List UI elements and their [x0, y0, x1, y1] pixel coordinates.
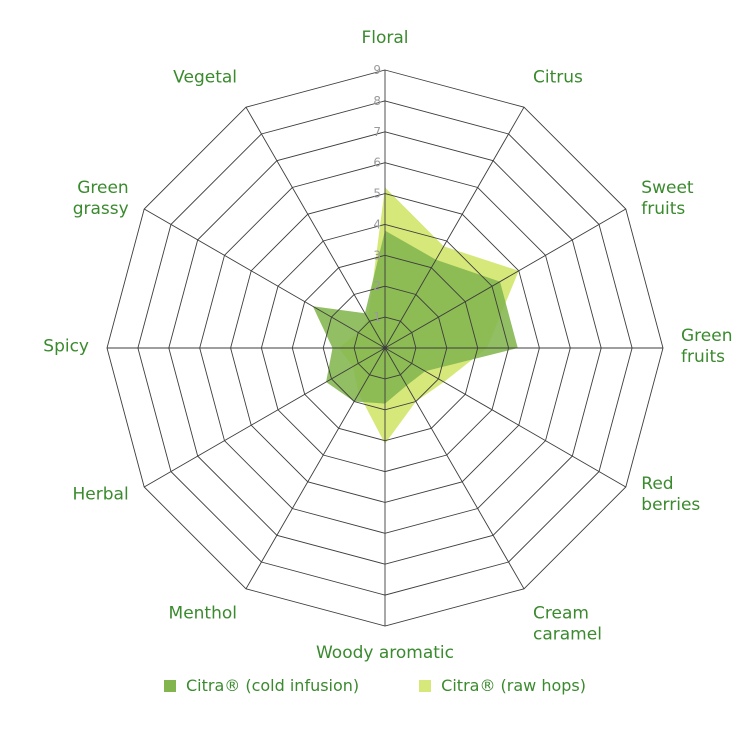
axis-label-citrus: Citrus — [533, 68, 583, 88]
legend-item-cold-infusion: Citra® (cold infusion) — [163, 676, 360, 695]
spoke-cream-caramel — [384, 347, 525, 590]
tick-label-3: 3 — [373, 248, 381, 262]
axis-label-red-berries: Red berries — [641, 474, 700, 515]
axis-label-cream-caramel: Cream caramel — [533, 603, 602, 644]
legend-item-raw-hops: Citra® (raw hops) — [419, 676, 586, 695]
spoke-citrus — [384, 106, 525, 349]
tick-label-2: 2 — [373, 279, 381, 293]
axis-label-vegetal: Vegetal — [173, 68, 237, 88]
axis-label-menthol: Menthol — [169, 603, 237, 623]
tick-label-1: 1 — [373, 310, 381, 324]
spoke-herbal — [143, 347, 386, 488]
axis-label-layer: Floral Citrus Sweet fruits Green fruits Red ber… — [43, 28, 732, 663]
spoke-sweet-fruits — [384, 208, 627, 349]
axis-label-sweet-fruits: Sweet fruits — [641, 178, 694, 219]
grid-layer — [106, 69, 664, 627]
legend-label-cold-infusion: Citra® (cold infusion) — [185, 676, 360, 695]
tick-label-7: 7 — [373, 125, 381, 139]
axis-label-spicy: Spicy — [43, 337, 89, 357]
spoke-menthol — [245, 347, 386, 590]
tick-label-6: 6 — [373, 156, 381, 170]
tick-layer: 1 2 3 4 5 6 7 8 9 — [373, 63, 381, 324]
legend-label-raw-hops: Citra® (raw hops) — [441, 676, 586, 695]
axis-label-green-grassy: Green grassy — [73, 178, 129, 219]
series-area-citra-cold-infusion — [312, 230, 518, 404]
axis-label-herbal: Herbal — [73, 485, 129, 505]
series-layer — [312, 187, 519, 444]
tick-label-4: 4 — [373, 217, 381, 231]
axis-label-green-fruits: Green fruits — [681, 326, 732, 367]
tick-label-9: 9 — [373, 63, 381, 77]
axis-label-floral: Floral — [361, 28, 408, 48]
spoke-green-grassy — [143, 208, 386, 349]
tick-label-8: 8 — [373, 94, 381, 108]
axis-label-woody-aromatic: Woody aromatic — [316, 643, 454, 663]
spoke-red-berries — [384, 347, 627, 488]
legend: Citra® (cold infusion) Citra® (raw hops) — [0, 676, 750, 695]
tick-label-5: 5 — [373, 187, 381, 201]
legend-swatch-raw-hops — [419, 679, 432, 692]
spoke-vegetal — [245, 106, 386, 349]
legend-swatch-cold-infusion — [163, 679, 176, 692]
